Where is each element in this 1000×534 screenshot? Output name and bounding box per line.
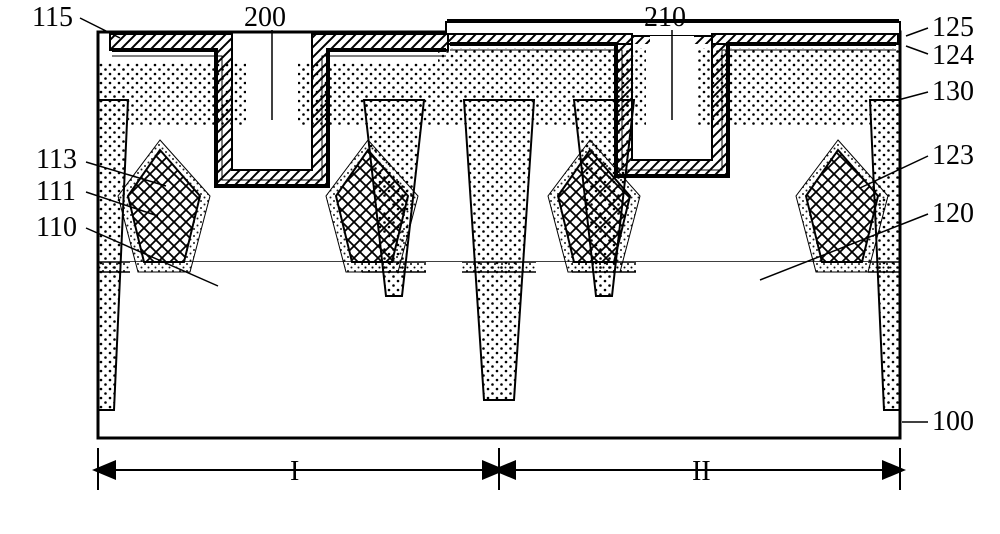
label-200: 200 bbox=[244, 2, 286, 34]
region-dimension bbox=[98, 448, 900, 490]
label-123: 123 bbox=[932, 140, 974, 172]
mesa-left bbox=[130, 262, 362, 408]
label-130: 130 bbox=[932, 76, 974, 108]
label-210: 210 bbox=[644, 2, 686, 34]
label-124: 124 bbox=[932, 40, 974, 72]
label-113: 113 bbox=[36, 144, 77, 176]
region-label-I: I bbox=[290, 456, 299, 488]
label-115: 115 bbox=[32, 2, 73, 34]
label-120: 120 bbox=[932, 198, 974, 230]
label-110: 110 bbox=[36, 212, 77, 244]
mesa-right bbox=[636, 262, 868, 408]
cross-section-diagram bbox=[0, 0, 1000, 534]
label-100: 100 bbox=[932, 406, 974, 438]
label-111: 111 bbox=[36, 176, 76, 208]
region-label-II: II bbox=[692, 456, 711, 488]
